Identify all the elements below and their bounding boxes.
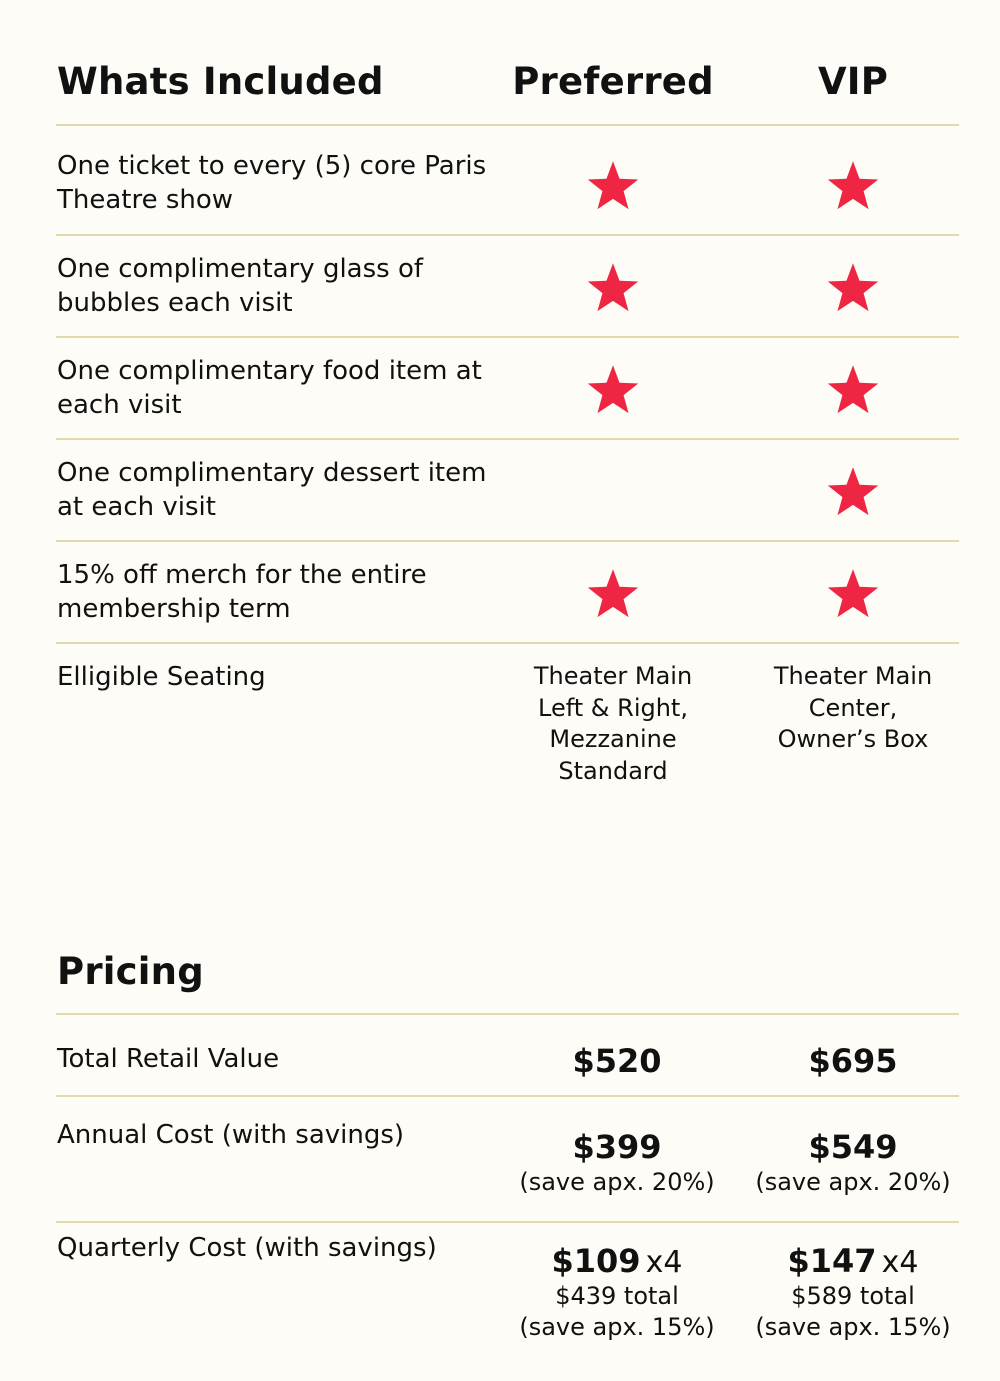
price-value: $399 [572,1128,662,1166]
feature-label: One complimentary dessert item at each v… [57,458,487,522]
price-value: $147 [787,1242,877,1280]
seating-line: Left & Right, [538,693,688,722]
divider [56,1013,959,1015]
divider [56,336,959,338]
retail-preferred: $520 [497,1041,737,1081]
seating-label: Elligible Seating [57,662,266,692]
price-multiplier: x4 [645,1245,683,1280]
quarterly-label: Quarterly Cost (with savings) [57,1233,437,1263]
star-icon [586,364,640,416]
feature-label: One ticket to every (5) core Paris Theat… [57,151,487,215]
feature-label: 15% off merch for the entire membership … [57,560,427,624]
divider [56,124,959,126]
section-title-pricing: Pricing [57,950,204,993]
price-value: $109 [551,1242,641,1280]
price-savings: (save apx. 20%) [755,1168,951,1196]
feature-label: One complimentary glass of bubbles each … [57,254,424,318]
star-icon [586,262,640,314]
price-savings: (save apx. 20%) [519,1168,715,1196]
seating-vip: Theater Main Center, Owner’s Box [738,661,968,756]
price-savings: (save apx. 15%) [755,1313,951,1341]
seating-line: Theater Main [533,662,693,690]
price-total: $439 total [555,1282,679,1310]
seating-line: Standard [558,756,668,785]
divider [56,1221,959,1223]
column-header-vip: VIP [817,60,889,103]
price-multiplier: x4 [881,1245,919,1280]
star-icon [826,160,880,212]
seating-line: Center, [808,693,898,722]
seating-line: Theater Main [773,662,933,690]
seating-line: Owner’s Box [777,725,929,753]
column-header-preferred: Preferred [512,60,714,103]
star-icon [826,364,880,416]
star-icon [826,262,880,314]
divider [56,234,959,236]
section-title-included: Whats Included [57,60,384,103]
price-value: $520 [572,1042,662,1080]
retail-vip: $695 [733,1041,973,1081]
divider [56,1095,959,1097]
seating-line: Mezzanine [549,725,677,753]
star-icon [826,568,880,620]
quarterly-preferred: $109 x4 $439 total (save apx. 15%) [497,1241,737,1343]
seating-preferred: Theater Main Left & Right, Mezzanine Sta… [498,661,728,787]
annual-label: Annual Cost (with savings) [57,1120,405,1150]
star-icon [586,568,640,620]
star-icon [826,466,880,518]
price-total: $589 total [791,1282,915,1310]
quarterly-vip: $147 x4 $589 total (save apx. 15%) [733,1241,973,1343]
divider [56,540,959,542]
annual-vip: $549 (save apx. 20%) [733,1127,973,1198]
price-value: $695 [808,1042,898,1080]
feature-label: One complimentary food item at each visi… [57,356,482,420]
price-value: $549 [808,1128,898,1166]
retail-label: Total Retail Value [57,1044,280,1074]
annual-preferred: $399 (save apx. 20%) [497,1127,737,1198]
divider [56,438,959,440]
divider [56,642,959,644]
price-savings: (save apx. 15%) [519,1313,715,1341]
star-icon [586,160,640,212]
